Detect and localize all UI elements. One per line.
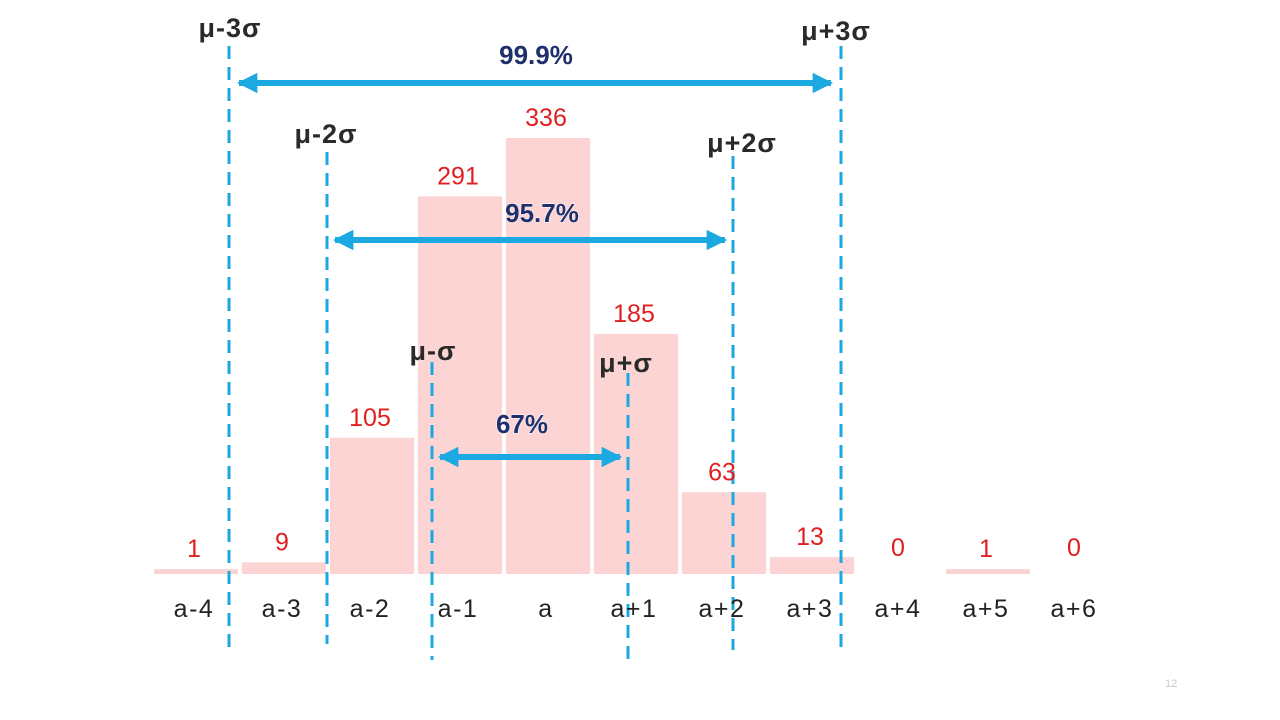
sigma-label: μ-σ: [410, 336, 457, 366]
bar-a-3: [242, 562, 326, 574]
sigma-label: μ+σ: [599, 348, 653, 378]
data-label-a-3: 9: [275, 528, 289, 556]
sigma-label: μ+3σ: [801, 16, 871, 46]
x-tick-label-a: a: [538, 595, 553, 623]
range-label: 67%: [496, 409, 548, 439]
bar-a-4: [154, 569, 238, 574]
data-label-a+2: 63: [708, 458, 736, 486]
data-label-a+6: 0: [1067, 534, 1081, 562]
ranges-layer: 99.9% 95.7% 67%: [236, 40, 834, 468]
x-tick-label-a+4: a+4: [875, 595, 922, 623]
data-label-a-4: 1: [187, 535, 201, 563]
data-label-a: 336: [525, 104, 567, 132]
bar-a-2: [330, 437, 414, 574]
sigma-label: μ-2σ: [295, 119, 358, 149]
sigma-label: μ-3σ: [199, 13, 262, 43]
page-number: 12: [1165, 678, 1178, 690]
data-label-a+3: 13: [796, 523, 824, 551]
x-tick-label-a+3: a+3: [787, 595, 834, 623]
data-labels-layer: 1 9 105 291 336 185 63 13 0 1 0: [187, 104, 1081, 563]
sigma-label: μ+2σ: [707, 128, 777, 158]
x-tick-labels: a-4 a-3 a-2 a-1 a a+1 a+2 a+3 a+4 a+5 a+6: [174, 595, 1098, 623]
data-label-a+1: 185: [613, 300, 655, 328]
data-label-a+5: 1: [979, 535, 993, 563]
x-tick-label-a+2: a+2: [699, 595, 746, 623]
bar-a+2: [682, 492, 766, 574]
x-tick-label-a+5: a+5: [963, 595, 1010, 623]
x-tick-label-a-2: a-2: [350, 595, 391, 623]
x-tick-label-a+1: a+1: [611, 595, 658, 623]
range-label: 99.9%: [499, 40, 573, 70]
data-label-a-1: 291: [437, 162, 479, 190]
x-tick-label-a-4: a-4: [174, 595, 215, 623]
bar-a+5: [946, 569, 1030, 574]
data-label-a-2: 105: [349, 404, 391, 432]
x-tick-label-a-3: a-3: [262, 595, 303, 623]
sigma-lines-layer: μ-3σ μ-2σ μ-σ μ+σ μ+2σ μ+3σ: [199, 13, 871, 662]
bar-a: [506, 138, 590, 574]
data-label-a+4: 0: [891, 534, 905, 562]
bar-a+3: [770, 557, 854, 574]
x-tick-label-a-1: a-1: [438, 595, 479, 623]
bars-layer: [154, 138, 1030, 574]
range-label: 95.7%: [505, 198, 579, 228]
x-tick-label-a+6: a+6: [1051, 595, 1098, 623]
